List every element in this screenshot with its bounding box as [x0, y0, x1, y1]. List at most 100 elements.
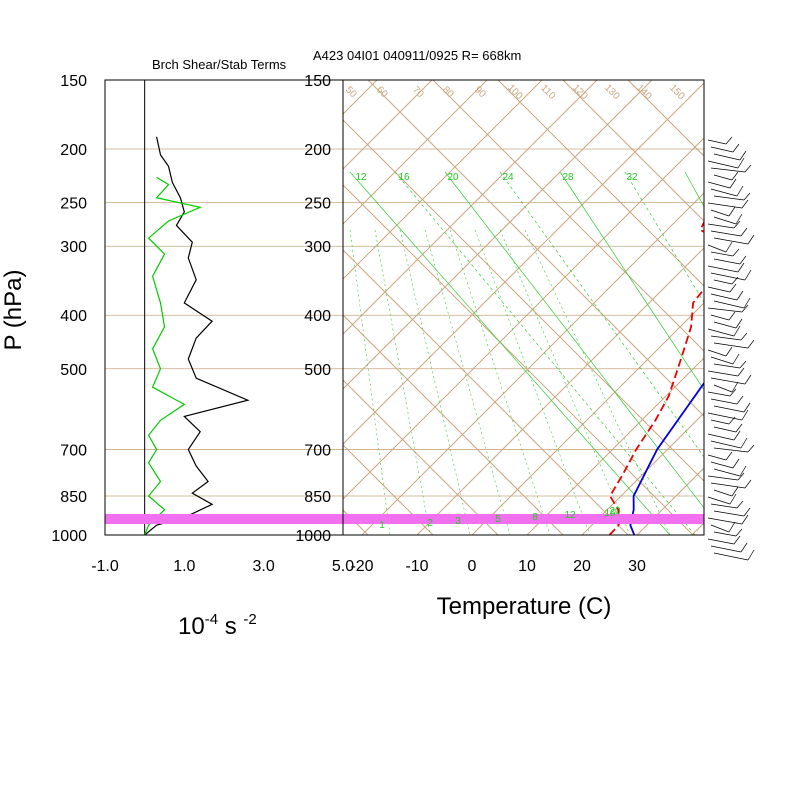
wind-barb — [707, 412, 743, 421]
wind-barb — [710, 377, 746, 385]
dry-adiabat — [343, 119, 704, 482]
saturated-adiabat — [449, 229, 551, 535]
wind-barb-flag — [725, 136, 733, 145]
units-exp2: -2 — [243, 611, 256, 628]
wind-barb — [713, 216, 737, 225]
left-series-stab — [144, 176, 203, 535]
isotherm--50 — [343, 80, 653, 390]
mixing-ratio-label: 12 — [355, 172, 367, 183]
wind-barb-flag — [743, 507, 751, 517]
wind-barb — [707, 496, 731, 505]
wind-barb-flag — [747, 549, 755, 561]
wind-barb-flag — [739, 465, 747, 477]
wind-barb — [710, 398, 738, 405]
pressure-tick-left: 150 — [60, 73, 87, 90]
wind-barb — [707, 433, 735, 441]
wind-barb — [707, 202, 743, 209]
wind-barb — [707, 517, 743, 525]
wind-barb-flag — [729, 283, 737, 293]
temperature-tick: 20 — [573, 558, 591, 575]
left-x-tick-labels: -1.0 1.0 3.0 5.0 — [91, 558, 354, 575]
units-s: s — [218, 613, 243, 640]
wind-barb-flag — [732, 458, 740, 469]
wind-barb — [710, 293, 738, 301]
wind-barb — [710, 545, 742, 553]
surface-band-left — [105, 514, 343, 524]
wind-barb — [713, 153, 741, 161]
wind-barb — [713, 489, 733, 497]
wind-barb-flag — [725, 346, 733, 357]
wind-barb-flag — [728, 521, 736, 533]
left-series-shear — [144, 136, 250, 535]
left-x-tick: 5.0 — [332, 558, 354, 575]
wind-barb — [707, 538, 735, 545]
wind-barb — [710, 524, 730, 533]
isotherm--70 — [343, 80, 543, 280]
wind-barb — [707, 328, 735, 337]
wind-barb — [710, 167, 746, 173]
adiabat-label: 120 — [570, 82, 590, 102]
adiabat-label: 130 — [602, 82, 622, 102]
pressure-tick-left: 200 — [60, 142, 87, 159]
wind-barb — [707, 139, 727, 145]
adiabat-label: 140 — [634, 82, 654, 102]
wind-barb — [710, 419, 730, 425]
wind-barb — [707, 391, 731, 397]
wind-barb — [710, 503, 738, 509]
wind-barb-flag — [743, 402, 751, 413]
mixing-ratio-bottom-label: 16 — [604, 508, 616, 519]
dry-adiabat — [562, 80, 704, 222]
left-panel-title: Brch Shear/Stab Terms — [152, 57, 287, 72]
mixing-ratio-bottom-label: 5 — [495, 514, 501, 525]
wind-barb — [713, 552, 749, 561]
wind-barb-flag — [735, 423, 743, 433]
dry-adiabat — [627, 80, 704, 157]
wind-barb-flag — [729, 178, 737, 189]
left-x-tick: -1.0 — [91, 558, 119, 575]
pressure-tick-right: 200 — [304, 142, 331, 159]
mixing-ratio-line — [394, 171, 696, 535]
wind-barb — [713, 447, 749, 453]
wind-barb — [713, 363, 741, 369]
isotherm--80 — [343, 80, 488, 225]
wind-barb-flag — [735, 318, 743, 329]
wind-barb-flag — [732, 353, 740, 365]
adiabat-label: 150 — [667, 82, 687, 102]
adiabat-label: 50 — [343, 84, 359, 100]
wind-barb-flag — [739, 255, 747, 265]
pressure-tick-right: 250 — [304, 196, 331, 213]
wind-barb — [710, 209, 730, 217]
temperature-tick: -20 — [350, 558, 373, 575]
skewt-series-temperature — [629, 381, 704, 535]
wind-barb-flag — [735, 213, 743, 225]
wind-barb-flag — [741, 304, 749, 313]
wind-barb-flag — [736, 500, 744, 509]
wind-barb — [707, 454, 727, 461]
isotherm-10 — [526, 357, 704, 535]
wind-barb-flag — [732, 248, 740, 257]
pressure-tick-left: 1000 — [51, 528, 87, 545]
wind-barb-flag — [729, 493, 737, 505]
skewt-grid — [343, 80, 704, 535]
isotherm--60 — [343, 80, 598, 335]
wind-barb — [713, 237, 749, 245]
wind-barb — [707, 349, 727, 357]
wind-barb — [710, 440, 742, 449]
wind-barb-flag — [747, 339, 755, 349]
temperature-tick: 0 — [468, 558, 477, 575]
wind-barb — [710, 251, 734, 257]
temperature-tick: 30 — [628, 558, 646, 575]
wind-barb — [713, 405, 745, 413]
saturated-adiabat — [499, 229, 631, 535]
mixing-ratio-bottom-label: 2 — [427, 518, 433, 529]
left-x-tick: 1.0 — [173, 558, 195, 575]
wind-barb — [713, 468, 741, 477]
wind-barb-flag — [725, 451, 733, 461]
wind-barb-flag — [743, 297, 751, 309]
wind-barb-flag — [725, 241, 733, 253]
wind-barb-flag — [744, 479, 752, 489]
surface-band-right — [343, 514, 704, 524]
wind-barb-flag — [744, 269, 752, 281]
wind-barb-flag — [740, 542, 748, 553]
